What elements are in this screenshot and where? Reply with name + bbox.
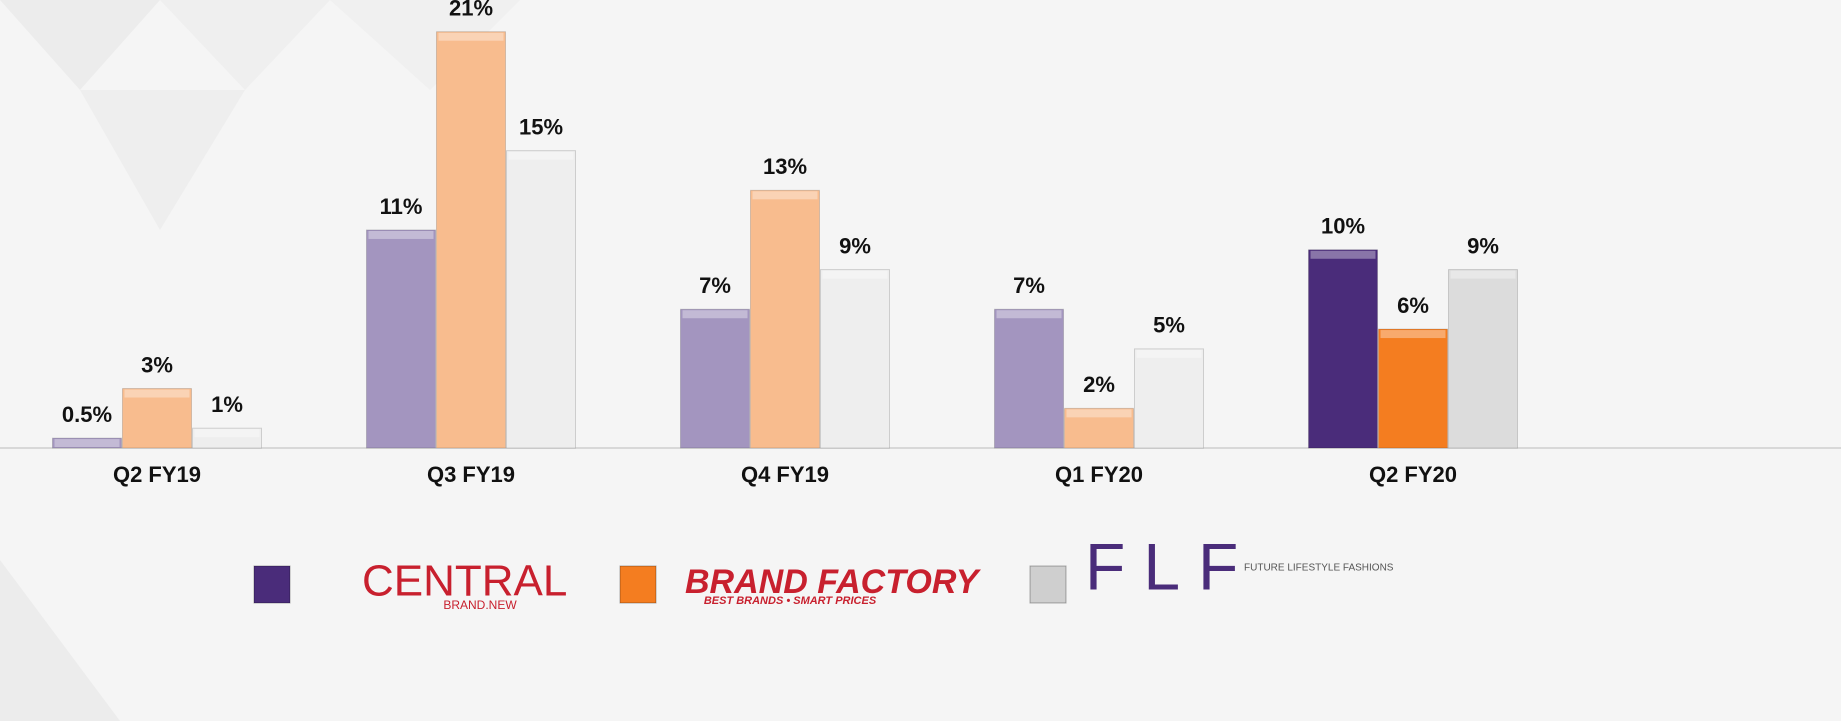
legend-swatch xyxy=(1029,565,1067,604)
bar-bevel xyxy=(124,389,190,398)
legend-label: BRAND FACTORY xyxy=(685,563,982,601)
bar xyxy=(1378,328,1448,449)
bar xyxy=(680,308,750,449)
value-label: 11% xyxy=(380,194,423,219)
bar-bevel xyxy=(996,310,1062,319)
value-label: 13% xyxy=(763,154,807,179)
bar xyxy=(820,269,890,449)
value-label: 7% xyxy=(699,273,731,298)
x-tick-label: Q4 FY19 xyxy=(741,462,829,487)
value-label: 7% xyxy=(1013,273,1045,298)
value-label: 15% xyxy=(519,114,563,139)
legend-tagline: BEST BRANDS • SMART PRICES xyxy=(704,595,877,607)
bar xyxy=(1308,249,1378,449)
bar-bevel xyxy=(1450,270,1516,279)
value-label: 0.5% xyxy=(62,402,112,427)
bar xyxy=(1064,407,1134,449)
legend-swatch xyxy=(619,565,657,604)
bg-triangle xyxy=(330,0,520,90)
bar xyxy=(750,189,820,449)
legend-swatch xyxy=(253,565,291,604)
bar-bevel xyxy=(1310,250,1376,259)
bar-bevel xyxy=(1066,409,1132,418)
bg-triangle xyxy=(0,560,120,721)
value-label: 9% xyxy=(839,233,871,258)
bar-bevel xyxy=(752,191,818,200)
bar-bevel xyxy=(368,230,434,239)
bar-bevel xyxy=(1380,330,1446,339)
x-tick-label: Q2 FY19 xyxy=(113,462,201,487)
value-label: 9% xyxy=(1467,233,1499,258)
bg-triangle xyxy=(80,90,245,230)
x-tick-label: Q1 FY20 xyxy=(1055,462,1143,487)
x-tick-label: Q2 FY20 xyxy=(1369,462,1457,487)
bg-triangle xyxy=(160,0,330,90)
value-label: 5% xyxy=(1153,313,1185,338)
legend-label: FLF xyxy=(1085,529,1256,603)
bar xyxy=(436,31,506,449)
bar xyxy=(994,308,1064,449)
bar-bevel xyxy=(54,439,120,448)
bar xyxy=(1448,269,1518,449)
x-tick-label: Q3 FY19 xyxy=(427,462,515,487)
bar-bevel xyxy=(508,151,574,160)
bar-bevel xyxy=(822,270,888,279)
bar xyxy=(366,229,436,449)
legend-tagline: FUTURE LIFESTYLE FASHIONS xyxy=(1244,563,1394,574)
bar xyxy=(192,427,262,449)
value-label: 2% xyxy=(1083,372,1115,397)
bar xyxy=(1134,348,1204,449)
value-label: 21% xyxy=(449,0,493,21)
value-label: 10% xyxy=(1321,214,1365,239)
bar-bevel xyxy=(438,32,504,41)
bar xyxy=(52,437,122,449)
value-label: 6% xyxy=(1397,293,1429,318)
bar xyxy=(122,388,192,449)
legend-label: CENTRAL xyxy=(362,557,567,606)
value-label: 3% xyxy=(141,352,173,377)
bar-bevel xyxy=(682,310,748,319)
bg-triangle xyxy=(0,0,160,90)
bar-bevel xyxy=(194,429,260,438)
bar xyxy=(506,150,576,449)
bar-bevel xyxy=(1136,349,1202,358)
legend-tagline: BRAND.NEW xyxy=(443,598,517,612)
value-label: 1% xyxy=(211,392,243,417)
